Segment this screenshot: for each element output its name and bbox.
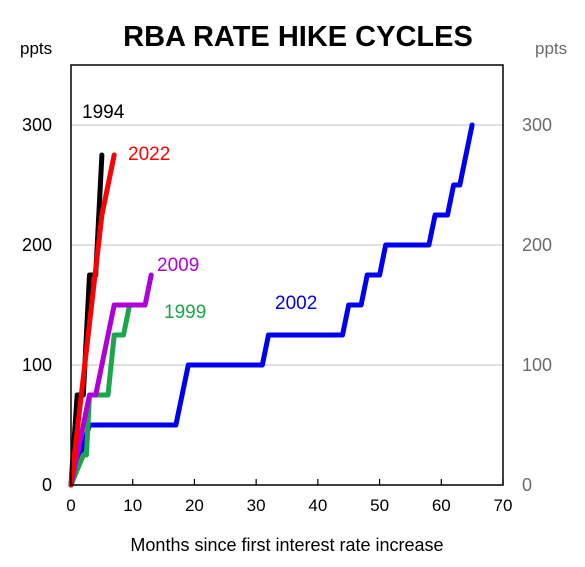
- series-label-2002: 2002: [275, 293, 317, 314]
- y-tick-left-300: 300: [22, 115, 52, 135]
- axis-ticks: 0 100 200 300 0 100 200 300 0 10 20 30 40 50 60 70: [22, 115, 552, 515]
- series-line-1999: [68, 302, 133, 488]
- y-tick-right-100: 100: [522, 355, 552, 375]
- y-tick-right-300: 300: [522, 115, 552, 135]
- series-label-2022: 2022: [128, 144, 170, 165]
- series-label-1999: 1999: [164, 302, 206, 323]
- y-tick-right-200: 200: [522, 235, 552, 255]
- x-tick-70: 70: [494, 496, 513, 515]
- series-line-2002: [68, 122, 475, 488]
- x-axis-label: Months since first interest rate increas…: [130, 535, 443, 555]
- series-lines: [68, 122, 475, 488]
- y-tick-left-0: 0: [42, 475, 52, 495]
- x-tick-10: 10: [123, 496, 142, 515]
- y-axis-unit-right: ppts: [535, 39, 567, 58]
- x-tick-0: 0: [66, 496, 75, 515]
- y-tick-left-100: 100: [22, 355, 52, 375]
- series-line-2009: [68, 272, 154, 488]
- y-axis-unit-left: ppts: [20, 39, 52, 58]
- series-line-2022: [68, 152, 117, 488]
- x-tick-50: 50: [370, 496, 389, 515]
- plot-frame: [70, 64, 504, 486]
- x-tick-20: 20: [185, 496, 204, 515]
- x-tick-30: 30: [247, 496, 266, 515]
- x-tick-60: 60: [432, 496, 451, 515]
- series-label-1994: 1994: [82, 102, 125, 123]
- x-tick-40: 40: [308, 496, 327, 515]
- y-tick-left-200: 200: [22, 235, 52, 255]
- chart-title: RBA RATE HIKE CYCLES: [123, 21, 473, 53]
- y-tick-right-0: 0: [522, 475, 532, 495]
- series-label-2009: 2009: [157, 255, 199, 276]
